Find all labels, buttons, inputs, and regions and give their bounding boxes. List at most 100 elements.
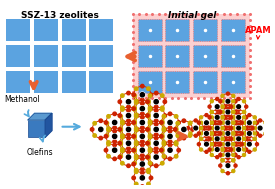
- Circle shape: [253, 127, 256, 130]
- Circle shape: [221, 100, 224, 103]
- Circle shape: [134, 156, 138, 160]
- Circle shape: [223, 116, 226, 119]
- Circle shape: [126, 141, 131, 145]
- Bar: [138, 71, 162, 93]
- Circle shape: [253, 127, 256, 130]
- Circle shape: [210, 143, 213, 146]
- Circle shape: [243, 121, 246, 124]
- Circle shape: [140, 134, 145, 139]
- Circle shape: [221, 143, 224, 146]
- Text: Methanol: Methanol: [4, 95, 40, 104]
- Circle shape: [134, 168, 138, 172]
- Circle shape: [219, 121, 222, 124]
- Circle shape: [133, 108, 136, 111]
- Circle shape: [112, 148, 117, 152]
- Circle shape: [189, 121, 192, 124]
- Circle shape: [132, 93, 135, 97]
- Circle shape: [226, 92, 229, 95]
- Circle shape: [160, 135, 163, 138]
- Circle shape: [119, 142, 122, 146]
- Circle shape: [226, 150, 229, 153]
- Circle shape: [107, 127, 110, 130]
- Circle shape: [243, 132, 246, 135]
- Circle shape: [226, 142, 230, 146]
- Circle shape: [161, 122, 164, 125]
- Circle shape: [174, 127, 178, 130]
- Circle shape: [147, 155, 150, 158]
- Circle shape: [161, 108, 164, 111]
- Circle shape: [140, 147, 145, 153]
- Circle shape: [121, 135, 124, 139]
- Circle shape: [232, 143, 235, 146]
- Circle shape: [121, 108, 124, 111]
- Circle shape: [202, 127, 205, 130]
- Circle shape: [253, 137, 256, 140]
- Circle shape: [182, 127, 186, 132]
- Circle shape: [161, 135, 164, 139]
- Circle shape: [126, 141, 131, 146]
- Circle shape: [148, 149, 152, 153]
- Circle shape: [208, 116, 211, 119]
- Circle shape: [232, 148, 235, 151]
- Circle shape: [134, 87, 138, 90]
- Circle shape: [243, 100, 246, 103]
- Circle shape: [232, 148, 235, 151]
- Circle shape: [237, 119, 240, 122]
- Circle shape: [194, 119, 197, 122]
- Circle shape: [174, 128, 177, 131]
- Bar: [6, 71, 30, 93]
- Circle shape: [243, 132, 246, 135]
- Circle shape: [221, 121, 224, 124]
- Circle shape: [210, 132, 213, 135]
- Circle shape: [118, 128, 122, 131]
- Circle shape: [205, 150, 208, 153]
- Circle shape: [251, 127, 254, 130]
- Circle shape: [155, 122, 158, 126]
- Circle shape: [216, 119, 219, 122]
- Circle shape: [93, 134, 97, 137]
- Circle shape: [161, 161, 164, 165]
- Circle shape: [174, 141, 178, 144]
- Circle shape: [118, 100, 122, 103]
- Circle shape: [126, 154, 131, 160]
- Circle shape: [221, 105, 224, 108]
- Circle shape: [210, 127, 213, 130]
- Circle shape: [146, 114, 149, 117]
- Circle shape: [162, 115, 166, 118]
- Circle shape: [219, 111, 222, 114]
- Bar: [165, 45, 189, 67]
- Bar: [62, 19, 86, 41]
- Bar: [6, 19, 30, 41]
- Circle shape: [245, 137, 248, 140]
- Circle shape: [141, 84, 144, 88]
- Circle shape: [153, 127, 159, 132]
- Circle shape: [163, 114, 167, 117]
- Circle shape: [245, 105, 248, 108]
- Circle shape: [174, 155, 178, 158]
- Bar: [221, 45, 245, 67]
- Circle shape: [221, 148, 224, 151]
- Circle shape: [205, 139, 208, 143]
- Circle shape: [149, 121, 153, 124]
- Circle shape: [205, 114, 208, 117]
- Circle shape: [226, 124, 229, 127]
- Circle shape: [226, 99, 230, 103]
- Circle shape: [216, 156, 219, 159]
- Circle shape: [221, 153, 224, 156]
- Circle shape: [226, 146, 229, 149]
- Circle shape: [215, 105, 219, 108]
- Circle shape: [127, 122, 130, 126]
- Circle shape: [168, 157, 172, 161]
- Circle shape: [121, 134, 124, 137]
- Circle shape: [216, 113, 219, 116]
- Circle shape: [140, 120, 145, 125]
- Bar: [193, 45, 217, 67]
- Circle shape: [215, 148, 219, 151]
- Circle shape: [248, 142, 251, 146]
- Circle shape: [226, 121, 230, 125]
- Circle shape: [113, 140, 116, 143]
- Circle shape: [187, 127, 190, 130]
- Circle shape: [213, 132, 216, 135]
- Circle shape: [232, 137, 235, 140]
- Circle shape: [168, 112, 172, 115]
